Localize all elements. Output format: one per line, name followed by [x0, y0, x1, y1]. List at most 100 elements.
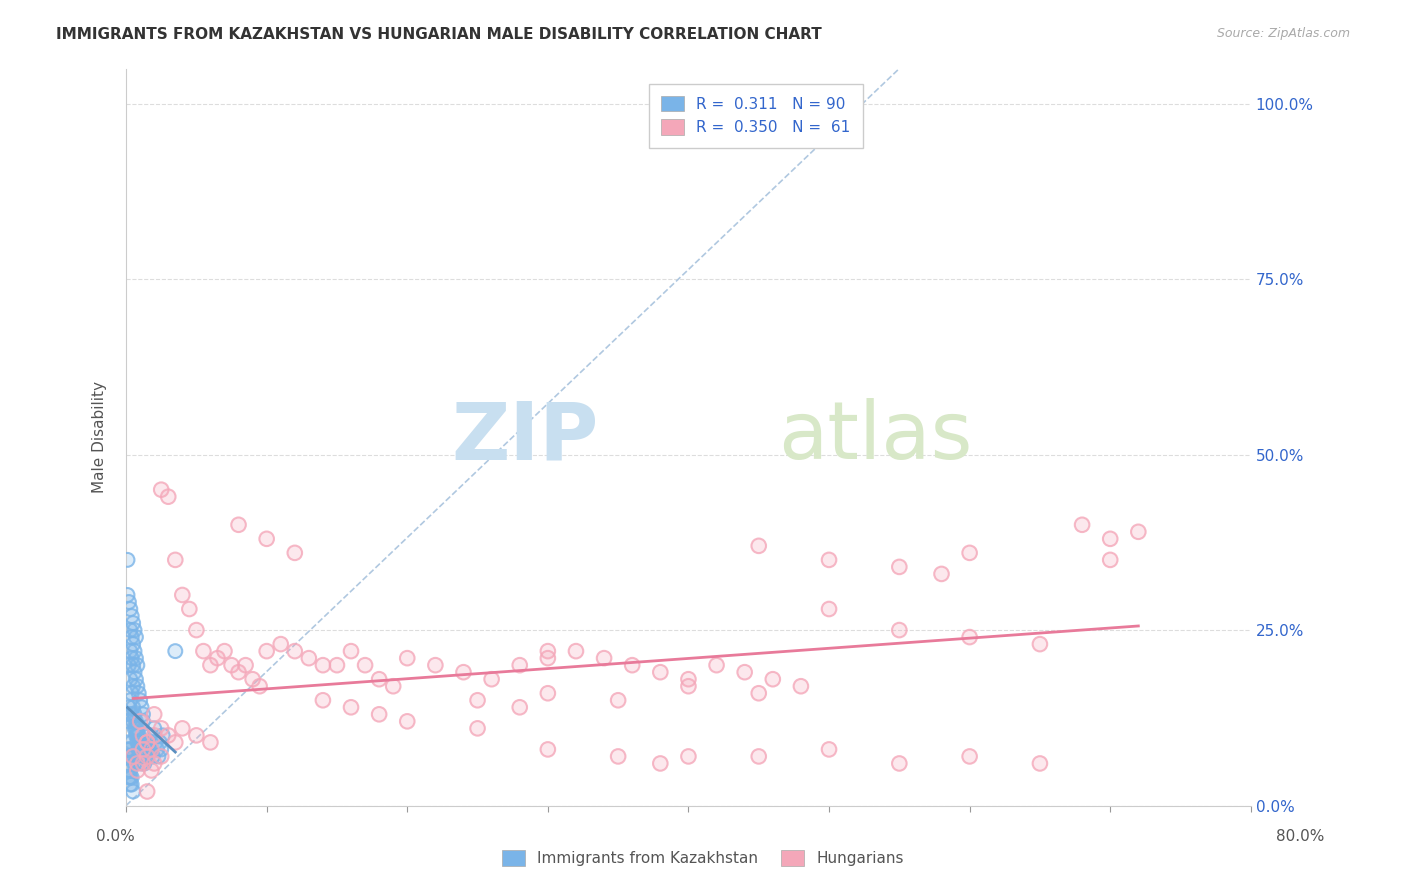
Point	[118, 771, 141, 785]
Point	[125, 714, 148, 729]
Point	[127, 658, 149, 673]
Point	[118, 742, 141, 756]
Point	[117, 749, 139, 764]
Point	[118, 658, 141, 673]
Point	[889, 560, 911, 574]
Point	[127, 679, 149, 693]
Point	[120, 742, 142, 756]
Point	[152, 728, 174, 742]
Point	[172, 722, 194, 736]
Point	[136, 735, 159, 749]
Point	[143, 728, 166, 742]
Point	[889, 623, 911, 637]
Point	[117, 553, 139, 567]
Point	[621, 658, 644, 673]
Point	[135, 742, 157, 756]
Point	[748, 539, 770, 553]
Point	[135, 742, 157, 756]
Point	[150, 749, 173, 764]
Point	[818, 553, 841, 567]
Point	[146, 742, 169, 756]
Point	[270, 637, 292, 651]
Point	[127, 728, 149, 742]
Point	[818, 553, 841, 567]
Point	[120, 672, 142, 686]
Point	[790, 679, 813, 693]
Point	[256, 532, 278, 546]
Point	[136, 784, 159, 798]
Point	[128, 686, 150, 700]
Point	[298, 651, 321, 665]
Point	[121, 707, 143, 722]
Point	[165, 735, 187, 749]
Point	[131, 700, 153, 714]
Point	[150, 749, 173, 764]
Point	[128, 686, 150, 700]
Point	[221, 658, 243, 673]
Point	[1099, 553, 1122, 567]
Point	[889, 623, 911, 637]
Point	[157, 728, 180, 742]
Point	[607, 693, 630, 707]
Point	[128, 728, 150, 742]
Point	[734, 665, 756, 680]
Point	[650, 756, 672, 771]
Point	[214, 644, 236, 658]
Point	[298, 651, 321, 665]
Point	[678, 749, 700, 764]
Point	[593, 651, 616, 665]
Point	[186, 728, 208, 742]
Point	[125, 651, 148, 665]
Point	[128, 742, 150, 756]
Point	[129, 714, 152, 729]
Point	[157, 490, 180, 504]
Point	[122, 637, 145, 651]
Point	[537, 742, 560, 756]
Point	[165, 553, 187, 567]
Point	[132, 714, 155, 729]
Point	[152, 728, 174, 742]
Point	[1071, 517, 1094, 532]
Point	[214, 644, 236, 658]
Point	[678, 672, 700, 686]
Point	[118, 595, 141, 609]
Point	[143, 707, 166, 722]
Point	[121, 686, 143, 700]
Point	[132, 742, 155, 756]
Point	[127, 735, 149, 749]
Point	[312, 658, 335, 673]
Point	[118, 749, 141, 764]
Point	[150, 722, 173, 736]
Point	[122, 700, 145, 714]
Point	[706, 658, 728, 673]
Point	[537, 644, 560, 658]
Point	[129, 693, 152, 707]
Point	[124, 623, 146, 637]
Point	[706, 658, 728, 673]
Point	[117, 764, 139, 778]
Point	[228, 665, 250, 680]
Legend: Immigrants from Kazakhstan, Hungarians: Immigrants from Kazakhstan, Hungarians	[495, 842, 911, 873]
Point	[621, 658, 644, 673]
Point	[242, 672, 264, 686]
Point	[122, 615, 145, 630]
Point	[200, 658, 222, 673]
Point	[136, 749, 159, 764]
Point	[165, 553, 187, 567]
Point	[242, 672, 264, 686]
Point	[889, 756, 911, 771]
Point	[122, 615, 145, 630]
Point	[121, 735, 143, 749]
Point	[132, 756, 155, 771]
Point	[132, 728, 155, 742]
Point	[172, 588, 194, 602]
Point	[143, 707, 166, 722]
Point	[127, 728, 149, 742]
Point	[650, 756, 672, 771]
Point	[678, 679, 700, 693]
Point	[931, 566, 953, 581]
Point	[131, 749, 153, 764]
Point	[138, 735, 160, 749]
Point	[146, 742, 169, 756]
Point	[118, 714, 141, 729]
